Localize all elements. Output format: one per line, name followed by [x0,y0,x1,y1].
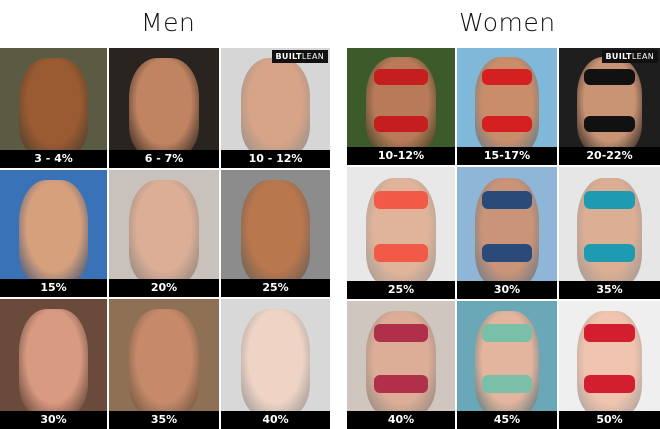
body-fat-label: 25% [347,281,455,299]
body-fat-label: 45% [457,411,557,429]
body-fat-label: 35% [559,281,660,299]
men-photo-card: 20% [109,170,219,297]
swimsuit-shape [584,375,635,394]
women-photo-card: 45% [457,301,557,429]
body-photo [109,299,219,429]
swimsuit-shape [584,69,635,86]
men-photo-card: 30% [0,299,107,429]
logo-light-text: LEAN [631,52,654,61]
men-title: Men [141,8,196,37]
body-photo [109,170,219,297]
men-grid: 3 - 4% 6 - 7% BUILTLEAN 10 - 12% 15% 20% 25% 30… [0,48,330,429]
body-fat-label: 30% [0,411,107,429]
torso-shape [240,309,311,416]
women-photo-card: 50% [559,301,660,429]
torso-shape [240,180,311,285]
body-photo [221,170,330,297]
torso-shape [128,180,200,285]
women-photo-card: BUILTLEAN 20-22% [559,48,660,165]
logo-bold-text: BUILT [275,52,302,61]
torso-shape [19,180,88,285]
builtlean-logo: BUILTLEAN [601,50,658,63]
women-photo-card: 30% [457,167,557,299]
swimsuit-shape [374,375,428,394]
body-fat-label: 15-17% [457,147,557,165]
body-fat-label: 40% [347,411,455,429]
women-photo-card: 10-12% [347,48,455,165]
men-photo-card: 15% [0,170,107,297]
body-photo [347,301,455,429]
swimsuit-shape [482,375,532,394]
swimsuit-shape [482,190,532,210]
body-photo [559,301,660,429]
body-photo [559,48,660,165]
women-photo-card: 40% [347,301,455,429]
builtlean-logo: BUILTLEAN [271,50,328,63]
body-photo [457,167,557,299]
body-fat-label: 35% [109,411,219,429]
body-photo [559,167,660,299]
women-photo-card: 15-17% [457,48,557,165]
swimsuit-shape [374,115,428,133]
swimsuit-shape [482,324,532,342]
torso-shape [128,309,200,416]
body-fat-label: 10-12% [347,147,455,165]
women-title: Women [459,8,556,37]
men-photo-card: 35% [109,299,219,429]
body-photo [0,299,107,429]
swimsuit-shape [584,190,635,210]
body-photo [0,170,107,297]
body-photo [347,48,455,165]
body-photo [109,48,219,168]
swimsuit-shape [584,243,635,263]
body-fat-label: 40% [221,411,330,429]
body-photo [221,299,330,429]
torso-shape [128,57,200,156]
swimsuit-shape [374,190,428,210]
body-photo [221,48,330,168]
women-grid: 10-12% 15-17% BUILTLEAN 20-22% 25% 30% 35% 40% 4… [347,48,660,429]
swimsuit-shape [374,243,428,263]
men-photo-card: 40% [221,299,330,429]
body-fat-label: 25% [221,279,330,297]
torso-shape [240,57,311,156]
swimsuit-shape [584,324,635,342]
body-photo [347,167,455,299]
body-fat-label: 10 - 12% [221,150,330,168]
swimsuit-shape [482,243,532,263]
body-fat-label: 30% [457,281,557,299]
body-fat-label: 50% [559,411,660,429]
body-fat-label: 15% [0,279,107,297]
body-photo [457,48,557,165]
body-photo [457,301,557,429]
swimsuit-shape [374,69,428,86]
men-photo-card: 25% [221,170,330,297]
men-photo-card: 3 - 4% [0,48,107,168]
body-fat-label: 20-22% [559,147,660,165]
women-photo-card: 35% [559,167,660,299]
body-fat-label: 6 - 7% [109,150,219,168]
swimsuit-shape [482,115,532,133]
men-photo-card: 6 - 7% [109,48,219,168]
logo-light-text: LEAN [301,52,324,61]
swimsuit-shape [584,115,635,133]
men-photo-card: BUILTLEAN 10 - 12% [221,48,330,168]
torso-shape [19,57,88,156]
swimsuit-shape [482,69,532,86]
body-photo [0,48,107,168]
logo-bold-text: BUILT [605,52,632,61]
body-fat-label: 20% [109,279,219,297]
torso-shape [19,309,88,416]
swimsuit-shape [374,324,428,342]
body-fat-label: 3 - 4% [0,150,107,168]
women-photo-card: 25% [347,167,455,299]
